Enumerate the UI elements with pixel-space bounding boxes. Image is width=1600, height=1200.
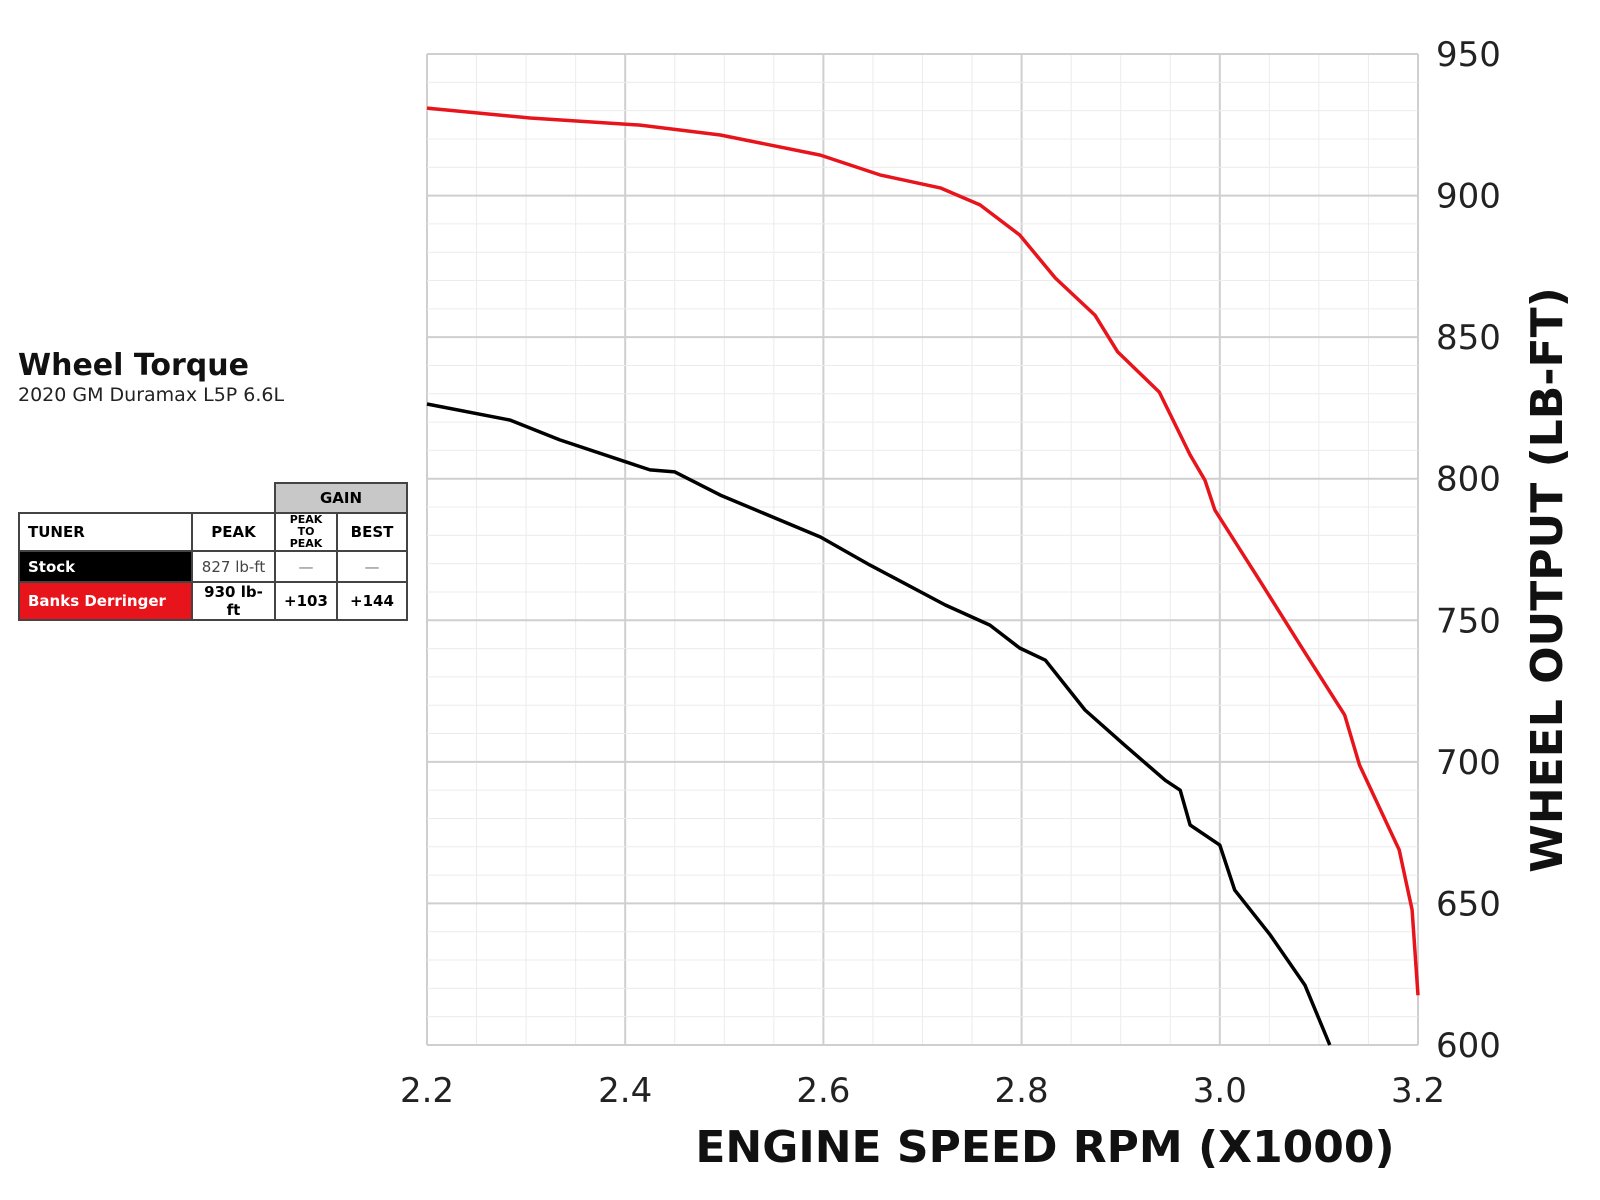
x-tick-label: 3.2 <box>1391 1071 1445 1111</box>
series-line-stock <box>426 402 1332 1046</box>
x-tick-label: 2.8 <box>995 1071 1049 1111</box>
y-tick-label: 900 <box>1436 177 1501 217</box>
y-tick-label: 750 <box>1436 601 1501 641</box>
series-line-banks-derringer <box>426 106 1420 996</box>
x-tick-label: 2.4 <box>598 1071 652 1111</box>
col-best: BEST <box>336 512 408 552</box>
x-tick-labels: 2.2 2.4 2.6 2.8 3.0 3.2 <box>400 1071 1445 1111</box>
peak-value: 827 lb-ft <box>191 550 276 583</box>
peak-value: 930 lb-ft <box>191 581 276 621</box>
y-tick-label: 650 <box>1436 884 1501 924</box>
gain-header: GAIN <box>274 482 408 514</box>
col-tuner: TUNER <box>18 512 193 552</box>
y-tick-label: 600 <box>1436 1026 1501 1066</box>
chart-title: Wheel Torque <box>18 348 249 383</box>
x-tick-label: 3.0 <box>1193 1071 1247 1111</box>
y-tick-label: 800 <box>1436 460 1501 500</box>
tuner-name: Stock <box>18 550 193 583</box>
y-tick-labels: 600 650 700 750 800 850 900 950 <box>1436 35 1501 1066</box>
y-tick-label: 700 <box>1436 743 1501 783</box>
tuner-name: Banks Derringer <box>18 581 193 621</box>
peak-to-peak-value: +103 <box>274 581 338 621</box>
legend-row-banks: Banks Derringer 930 lb-ft +103 +144 <box>18 581 408 621</box>
y-tick-label: 850 <box>1436 318 1501 358</box>
y-tick-label: 950 <box>1436 35 1501 75</box>
grid <box>426 53 1419 1046</box>
best-value: +144 <box>336 581 408 621</box>
best-value: — <box>336 550 408 583</box>
col-peak: PEAK <box>191 512 276 552</box>
chart-subtitle: 2020 GM Duramax L5P 6.6L <box>18 384 285 406</box>
peak-to-peak-value: — <box>274 550 338 583</box>
series-lines <box>426 106 1420 1046</box>
col-peak-to-peak: PEAK TO PEAK <box>274 512 338 552</box>
x-tick-label: 2.6 <box>796 1071 850 1111</box>
legend-table: GAIN TUNER PEAK PEAK TO PEAK BEST Stock … <box>18 482 408 621</box>
x-tick-label: 2.2 <box>400 1071 454 1111</box>
y-axis-title: WHEEL OUTPUT (LB-FT) <box>1522 287 1573 872</box>
legend-row-stock: Stock 827 lb-ft — — <box>18 550 408 583</box>
x-axis-title: ENGINE SPEED RPM (X1000) <box>695 1122 1394 1173</box>
